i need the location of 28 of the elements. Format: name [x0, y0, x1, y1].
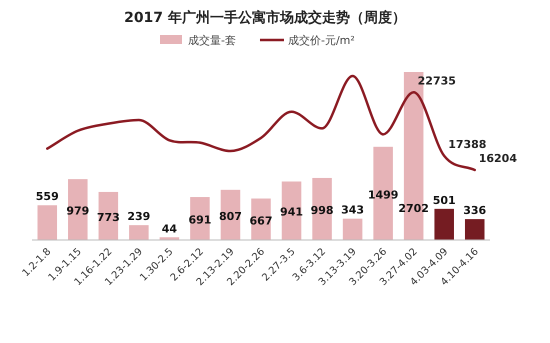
data-label: 773: [96, 210, 120, 224]
data-label: 979: [66, 204, 90, 218]
legend-label: 成交量-套: [188, 34, 236, 47]
data-label: 559: [36, 190, 59, 204]
data-label: 1499: [368, 188, 398, 202]
data-label: 2702: [398, 202, 429, 215]
data-label: 998: [310, 204, 334, 217]
bar: [68, 179, 88, 240]
data-label: 691: [188, 214, 212, 227]
bar: [434, 208, 454, 240]
data-label: 336: [463, 204, 487, 218]
bar: [464, 219, 485, 240]
bar: [282, 181, 302, 240]
data-label: 16204: [478, 152, 518, 165]
data-label: 17388: [448, 138, 486, 151]
bar: [37, 205, 58, 240]
chart-title: 2017 年广州一手公寓市场成交走势（周度）: [124, 9, 406, 26]
data-label: 22735: [418, 74, 456, 88]
data-label: 807: [218, 210, 242, 223]
data-label: 44: [162, 222, 178, 236]
legend-label: 成交价-元/m²: [288, 34, 355, 47]
data-label: 239: [127, 210, 150, 224]
bar: [129, 225, 149, 240]
data-label: 667: [250, 214, 272, 228]
data-label: 941: [280, 206, 304, 219]
bar: [342, 218, 362, 240]
data-label: 501: [432, 194, 456, 207]
data-label: 343: [341, 204, 364, 217]
